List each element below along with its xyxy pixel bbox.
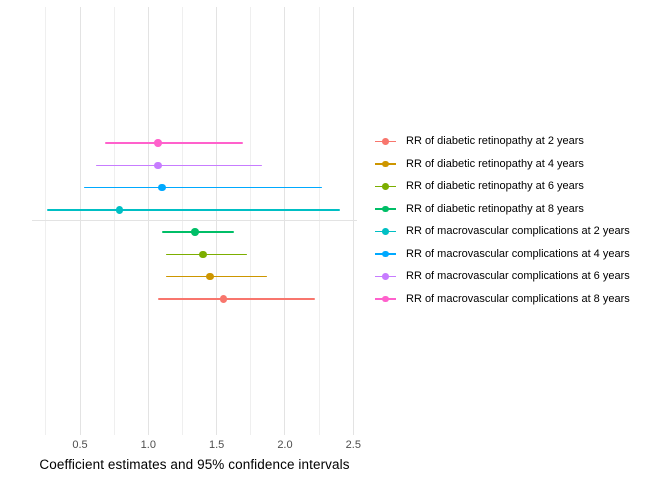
legend-item: RR of macrovascular complications at 2 y…	[374, 220, 630, 242]
confidence-interval-line	[166, 275, 268, 278]
legend-label: RR of diabetic retinopathy at 2 years	[406, 135, 584, 148]
legend-label: RR of macrovascular complications at 6 y…	[406, 270, 630, 283]
legend-label: RR of macrovascular complications at 2 y…	[406, 225, 630, 238]
legend-key-dot	[382, 183, 389, 190]
legend-key-glyph-icon	[374, 134, 397, 148]
legend-item: RR of macrovascular complications at 4 y…	[374, 243, 630, 265]
x-tick-label: 2.0	[277, 439, 293, 451]
legend-label: RR of diabetic retinopathy at 4 years	[406, 157, 584, 170]
legend-label: RR of diabetic retinopathy at 8 years	[406, 202, 584, 215]
legend-item: RR of diabetic retinopathy at 6 years	[374, 175, 584, 197]
group-separator-gridline	[32, 220, 357, 222]
legend-key-dot	[382, 250, 389, 258]
legend-item: RR of macrovascular complications at 8 y…	[374, 288, 630, 310]
legend-key-glyph-icon	[374, 224, 397, 238]
legend-label: RR of macrovascular complications at 4 y…	[406, 247, 630, 260]
legend-key-glyph-icon	[374, 269, 397, 283]
estimate-point	[158, 183, 166, 192]
confidence-interval-line	[47, 209, 340, 211]
legend-key-dot	[382, 295, 389, 303]
x-tick-label: 2.5	[345, 439, 361, 451]
legend-label: RR of macrovascular complications at 8 y…	[406, 293, 630, 305]
legend-key-dot	[382, 228, 389, 235]
legend-key-dot	[382, 273, 389, 280]
confidence-interval-line	[96, 164, 262, 166]
estimate-point	[206, 272, 214, 281]
confidence-interval-line	[157, 298, 316, 300]
estimate-point	[219, 295, 228, 303]
x-tick-label: 0.5	[72, 439, 88, 451]
legend-key-glyph-icon	[374, 292, 397, 306]
estimate-point	[191, 228, 199, 236]
estimate-point	[154, 139, 162, 147]
confidence-interval-line	[104, 142, 243, 144]
x-tick-label: 1.5	[208, 439, 225, 451]
legend-key-glyph-icon	[374, 157, 397, 171]
legend-item: RR of diabetic retinopathy at 4 years	[374, 153, 584, 175]
estimate-point	[199, 250, 207, 258]
legend-label: RR of diabetic retinopathy at 6 years	[406, 180, 584, 193]
estimate-point	[115, 206, 124, 214]
legend-item: RR of macrovascular complications at 6 y…	[374, 265, 630, 287]
x-axis-title: Coefficient estimates and 95% confidence…	[39, 457, 350, 472]
legend-key-glyph-icon	[374, 247, 397, 261]
legend-item: RR of diabetic retinopathy at 2 years	[374, 130, 584, 152]
estimate-point	[154, 161, 162, 169]
legend-key-dot	[382, 138, 389, 145]
legend: RR of diabetic retinopathy at 2 years RR …	[374, 0, 672, 480]
legend-key-dot	[382, 160, 389, 168]
x-tick-label: 1.0	[140, 439, 156, 451]
legend-item: RR of diabetic retinopathy at 8 years	[374, 198, 584, 220]
legend-key-dot	[382, 205, 389, 213]
plot-panel	[32, 7, 357, 435]
legend-key-glyph-icon	[374, 202, 397, 216]
legend-key-glyph-icon	[374, 179, 397, 193]
confidence-interval-line	[84, 186, 322, 189]
